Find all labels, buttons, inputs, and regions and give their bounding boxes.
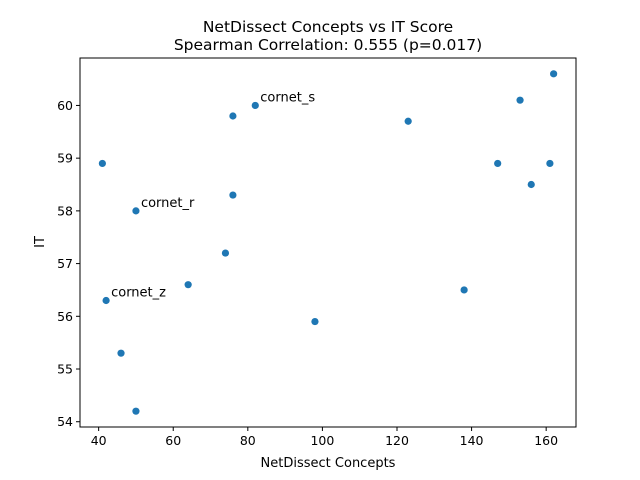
y-tick-label: 54 [57,414,73,429]
point-annotations: cornet_z cornet_r cornet_s [111,90,315,300]
data-point [527,180,535,189]
data-point [117,349,125,357]
data-point [311,317,319,326]
data-point [229,112,237,120]
x-tick-label: 140 [460,433,484,448]
x-tick-label: 40 [91,433,107,448]
x-tick-label: 60 [165,433,181,448]
y-tick-label: 60 [57,98,73,113]
y-tick-label: 59 [57,151,73,166]
y-tick-label: 55 [57,362,73,377]
data-point [184,281,192,289]
y-tick-label: 58 [57,203,73,218]
data-point [550,70,558,78]
y-axis-label: IT [33,236,48,248]
point-label-cornet-r: cornet_r [141,196,195,211]
x-tick-label: 100 [310,433,334,448]
x-axis-label: NetDissect Concepts [261,456,396,471]
chart-subtitle: Spearman Correlation: 0.555 (p=0.017) [174,36,482,54]
y-tick-label: 57 [57,256,73,271]
data-point [102,296,110,305]
plot-area: 40 60 80 100 120 140 160 54 55 56 57 58 59 60 cornet… [57,57,577,448]
x-tick-label: 160 [534,433,558,448]
data-point [221,249,230,257]
y-axis: 54 55 56 57 58 59 60 [57,98,80,429]
plot-frame [79,57,577,428]
data-point [132,407,140,415]
data-point [460,286,468,294]
data-point [251,101,259,110]
y-tick-label: 56 [57,309,73,324]
x-tick-label: 80 [240,433,256,448]
x-axis: 40 60 80 100 120 140 160 [91,427,558,448]
point-label-cornet-z: cornet_z [111,285,166,300]
data-point [494,159,502,168]
data-point [98,159,106,168]
data-point [546,159,554,168]
data-points [98,70,558,415]
data-point [516,96,524,104]
data-point [229,191,237,199]
chart-title: NetDissect Concepts vs IT Score [203,18,453,36]
data-point [132,207,140,215]
x-tick-label: 120 [385,433,409,448]
point-label-cornet-s: cornet_s [260,90,315,105]
data-point [404,117,412,125]
